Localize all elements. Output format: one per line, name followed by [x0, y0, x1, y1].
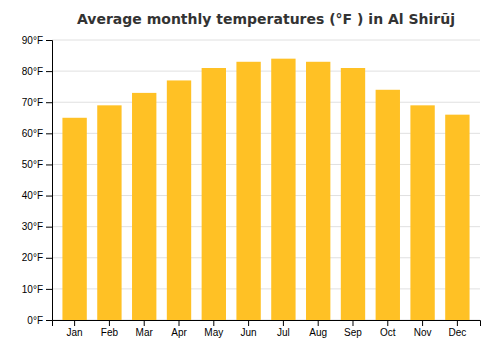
- plot: 0°F 10°F 20°F 30°F 40°F 50°F 60°F 70°F 80°F 90°F J…: [22, 35, 481, 338]
- x-tick: Mar: [136, 320, 154, 338]
- bar: [445, 115, 469, 320]
- x-tick-label: May: [204, 327, 223, 338]
- x-axis-line: [53, 321, 481, 327]
- x-tick: May: [204, 320, 223, 338]
- x-tick-line: [283, 320, 284, 326]
- y-tick-label: 30°F: [22, 221, 43, 232]
- y-tick-line: [46, 164, 52, 165]
- y-tick: 60°F: [22, 128, 52, 139]
- y-tick-label: 40°F: [22, 190, 43, 201]
- x-tick: Feb: [101, 320, 119, 338]
- x-tick-line: [248, 320, 249, 326]
- y-tick: 80°F: [22, 66, 52, 77]
- x-tick-line: [179, 320, 180, 326]
- bar: [202, 68, 226, 320]
- x-tick: Dec: [448, 320, 466, 338]
- chart-svg: 0°F 10°F 20°F 30°F 40°F 50°F 60°F 70°F 80°F 90°F J…: [0, 0, 500, 350]
- x-tick-label: Dec: [448, 327, 466, 338]
- x-tick-line: [74, 320, 75, 326]
- x-tick-line: [457, 320, 458, 326]
- y-tick: 0°F: [27, 315, 52, 326]
- x-tick: Jun: [241, 320, 257, 338]
- title: Average monthly temperatures (°F ) in Al…: [77, 11, 455, 27]
- y-tick-line: [46, 258, 52, 259]
- x-tick-line: [109, 320, 110, 326]
- bar: [132, 93, 156, 320]
- y-tick-label: 10°F: [22, 284, 43, 295]
- y-tick-line: [46, 289, 52, 290]
- y-tick-label: 0°F: [27, 315, 43, 326]
- x-tick-line: [213, 320, 214, 326]
- bar: [62, 118, 86, 320]
- x-tick-label: Jul: [277, 327, 290, 338]
- bar: [376, 90, 400, 320]
- bar: [410, 105, 434, 320]
- bars: [62, 59, 469, 320]
- x-tick: Nov: [414, 320, 432, 338]
- chart-container: 0°F 10°F 20°F 30°F 40°F 50°F 60°F 70°F 80°F 90°F J…: [0, 0, 500, 350]
- x-tick-label: Apr: [171, 327, 187, 338]
- y-tick-line: [46, 133, 52, 134]
- y-tick: 40°F: [22, 190, 52, 201]
- y-tick-line: [46, 71, 52, 72]
- y-tick: 90°F: [22, 35, 52, 46]
- y-tick-label: 80°F: [22, 66, 43, 77]
- bar: [306, 62, 330, 320]
- y-tick: 30°F: [22, 221, 52, 232]
- x-tick-line: [422, 320, 423, 326]
- grid-line: [52, 40, 480, 41]
- y-tick-label: 70°F: [22, 97, 43, 108]
- y-tick-line: [46, 320, 52, 321]
- y-tick-label: 90°F: [22, 35, 43, 46]
- y-axis: 0°F 10°F 20°F 30°F 40°F 50°F 60°F 70°F 80°F 90°F: [22, 35, 53, 326]
- y-tick-line: [46, 40, 52, 41]
- x-tick-label: Oct: [380, 327, 396, 338]
- x-tick-label: Jun: [241, 327, 257, 338]
- y-tick: 10°F: [22, 284, 52, 295]
- x-tick-line: [318, 320, 319, 326]
- x-tick-line: [352, 320, 353, 326]
- bar: [271, 59, 295, 320]
- x-tick-line: [144, 320, 145, 326]
- bar: [167, 80, 191, 320]
- x-tick-label: Nov: [414, 327, 432, 338]
- bar: [341, 68, 365, 320]
- x-tick-label: Aug: [309, 327, 327, 338]
- y-tick-line: [46, 227, 52, 228]
- x-tick: Jul: [277, 320, 290, 338]
- y-tick-line: [46, 102, 52, 103]
- y-tick: 50°F: [22, 159, 52, 170]
- grid-line: [52, 71, 480, 72]
- y-axis-line: [46, 41, 53, 321]
- grid: [52, 40, 480, 320]
- x-tick-label: Jan: [67, 327, 83, 338]
- x-tick-label: Feb: [101, 327, 119, 338]
- y-tick-label: 50°F: [22, 159, 43, 170]
- x-axis: Jan Feb Mar Apr May Jun Jul Aug Sep Oct Nov Dec: [53, 320, 481, 338]
- bar: [236, 62, 260, 320]
- x-tick-label: Sep: [344, 327, 362, 338]
- x-tick-line: [387, 320, 388, 326]
- y-tick-label: 20°F: [22, 252, 43, 263]
- bar: [97, 105, 121, 320]
- grid-line: [52, 102, 480, 103]
- y-tick-label: 60°F: [22, 128, 43, 139]
- y-tick: 70°F: [22, 97, 52, 108]
- x-tick: Apr: [171, 320, 187, 338]
- y-tick: 20°F: [22, 252, 52, 263]
- y-tick-line: [46, 196, 52, 197]
- x-tick: Aug: [309, 320, 327, 338]
- x-tick-label: Mar: [136, 327, 154, 338]
- x-tick: Sep: [344, 320, 362, 338]
- x-tick: Jan: [67, 320, 83, 338]
- x-tick: Oct: [380, 320, 396, 338]
